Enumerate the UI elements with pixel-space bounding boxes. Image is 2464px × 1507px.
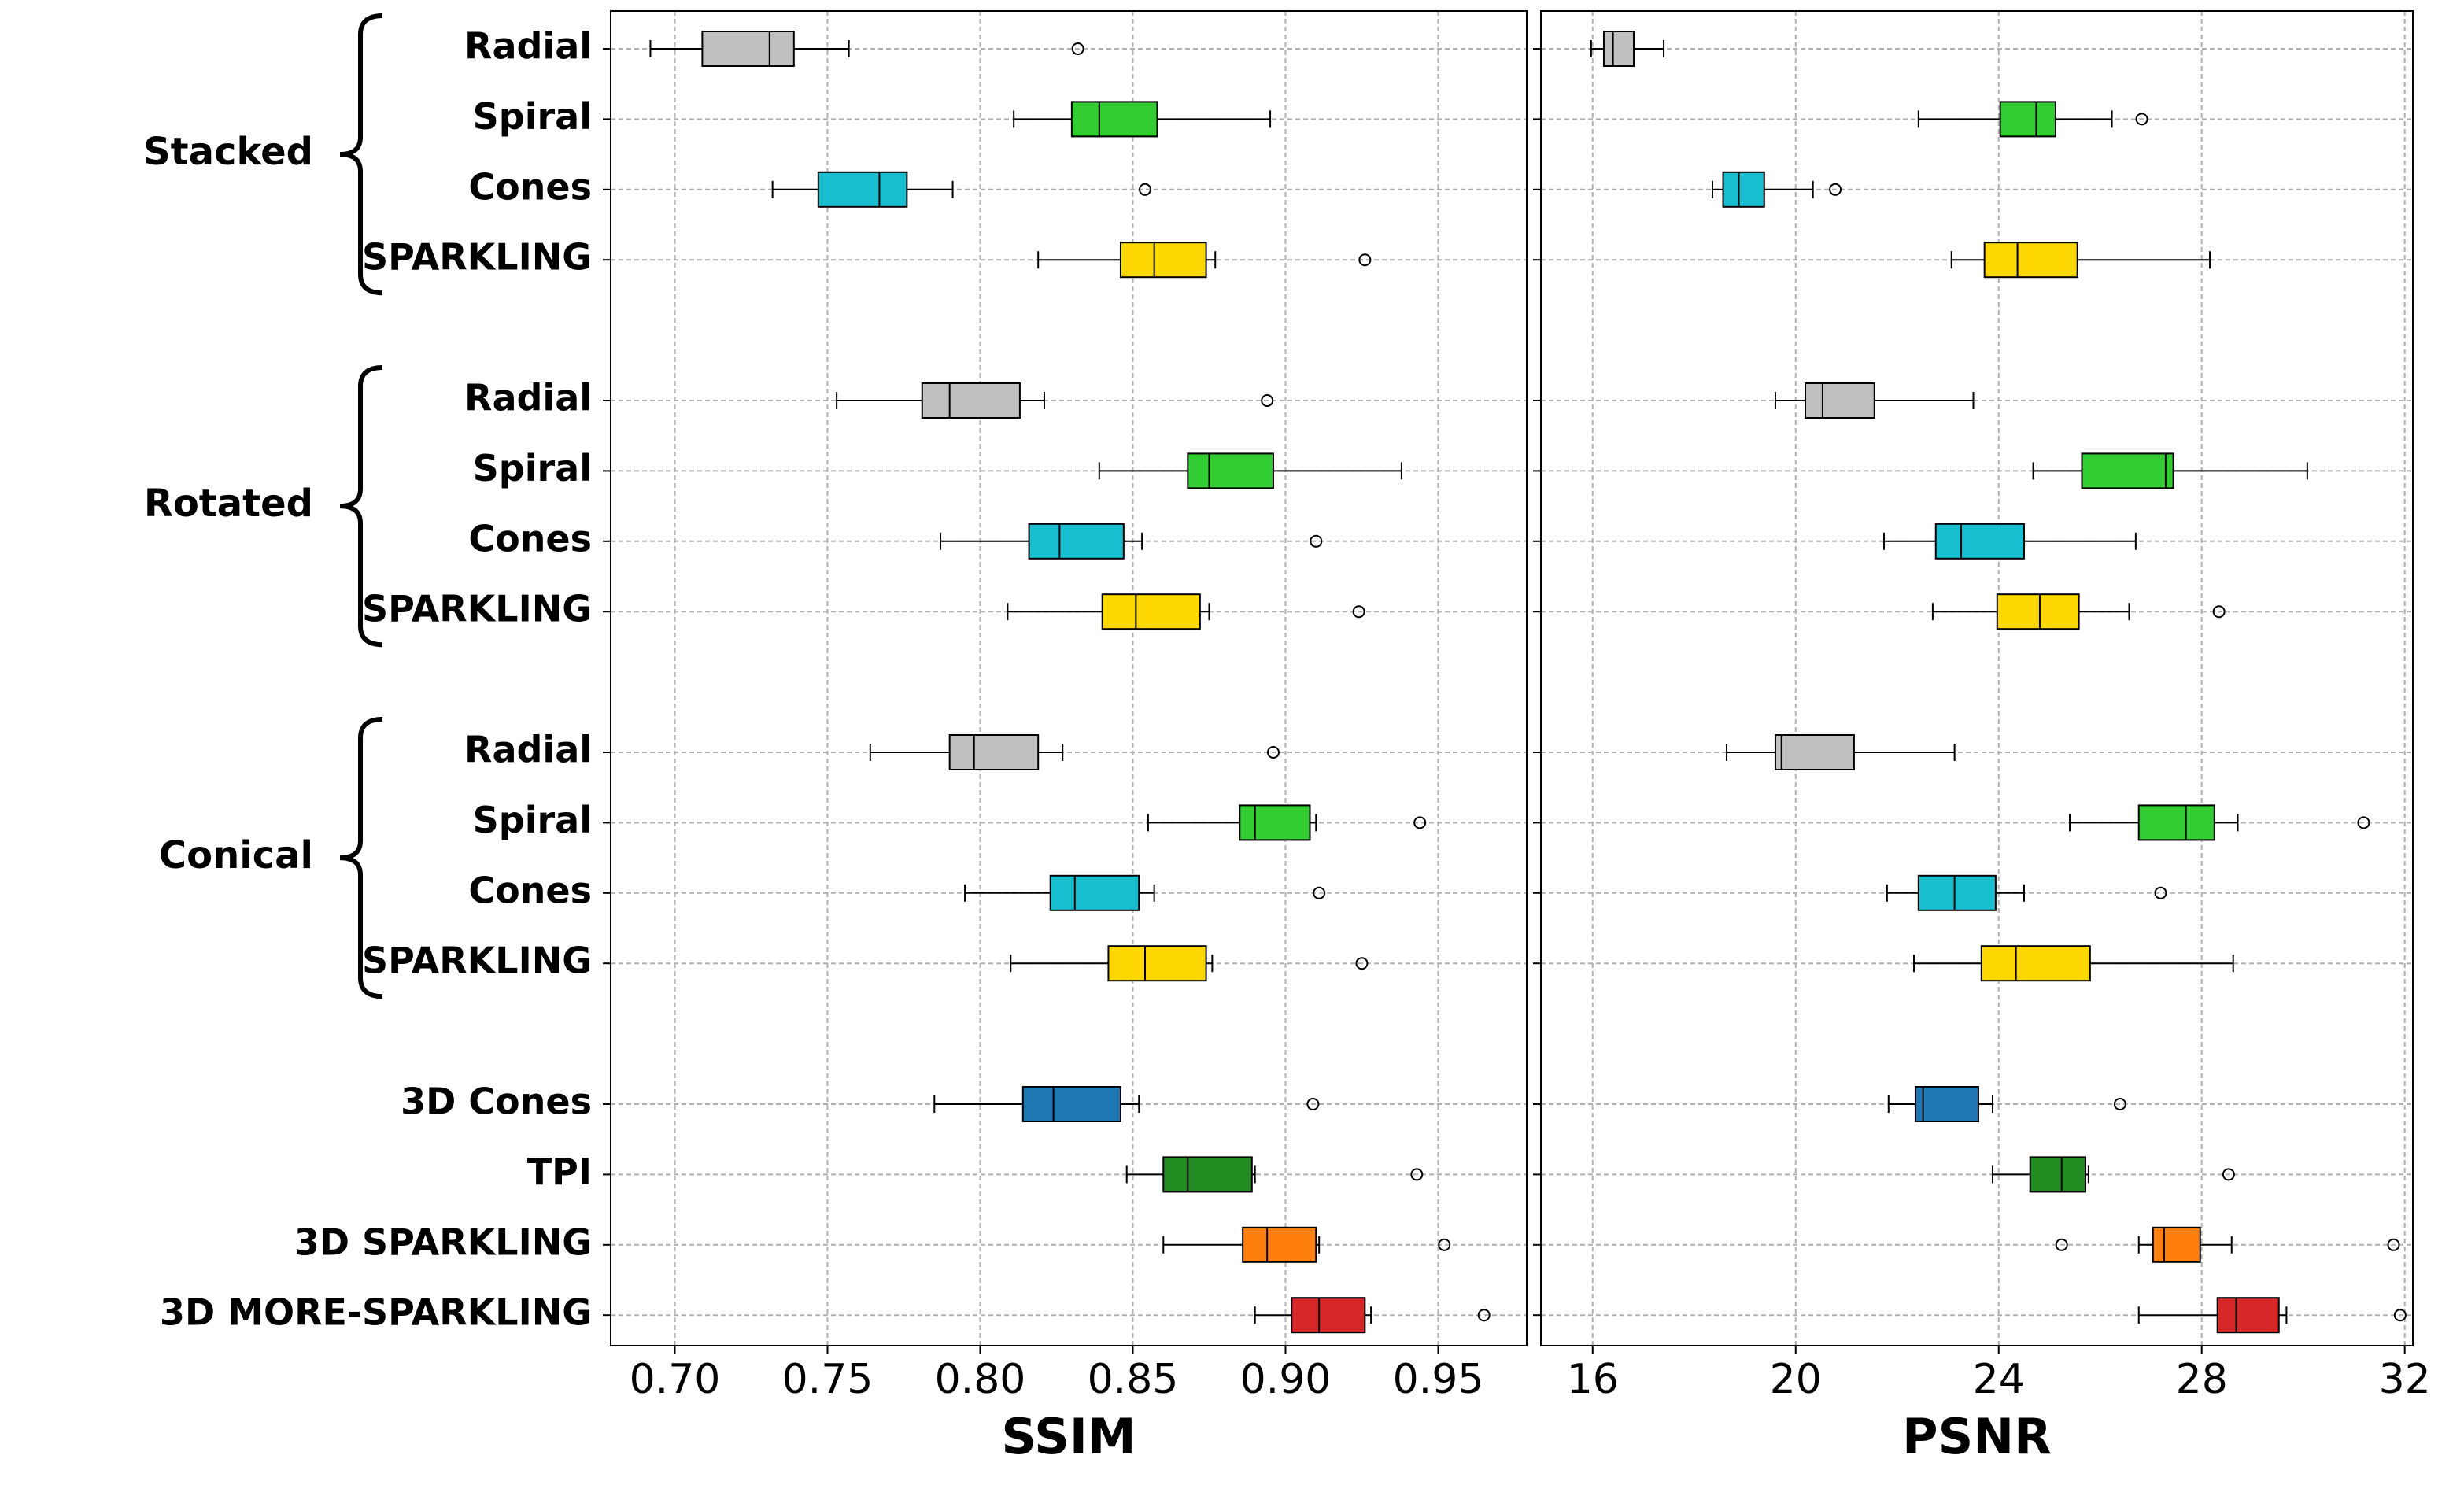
outlier (2154, 886, 2167, 899)
group-label: Conical (159, 833, 313, 877)
box (2152, 1226, 2201, 1263)
category-label: TPI (527, 1151, 592, 1193)
box (2216, 1297, 2280, 1334)
x-tick-label: 28 (2176, 1356, 2228, 1403)
category-label: SPARKLING (362, 588, 592, 630)
category-label: 3D SPARKLING (294, 1221, 592, 1263)
outlier (2135, 113, 2148, 126)
outlier (1410, 1168, 1424, 1181)
box (1774, 734, 1855, 770)
box (1917, 874, 1997, 911)
x-tick-label: 24 (1973, 1356, 2025, 1403)
group-label: Stacked (143, 130, 313, 174)
category-label: SPARKLING (362, 236, 592, 279)
plot-frame (610, 10, 1528, 1346)
x-tick-label: 16 (1567, 1356, 1619, 1403)
outlier (2212, 605, 2226, 619)
category-label: Radial (464, 25, 592, 68)
box (1101, 593, 1201, 630)
x-tick-label: 0.75 (782, 1356, 874, 1403)
plot-frame (1540, 10, 2414, 1346)
outlier (1266, 746, 1280, 759)
category-label: Radial (464, 729, 592, 771)
category-label: Spiral (473, 447, 592, 489)
category-label: Cones (468, 165, 592, 208)
x-tick-label: 0.90 (1240, 1356, 1332, 1403)
box (1187, 452, 1274, 489)
outlier (1358, 253, 1372, 267)
category-label: Spiral (473, 95, 592, 138)
box (1914, 1086, 1979, 1122)
outlier (1413, 816, 1427, 829)
category-label: Radial (464, 377, 592, 419)
box (1107, 945, 1207, 982)
x-axis-label: SSIM (1001, 1408, 1136, 1465)
category-label: SPARKLING (362, 940, 592, 982)
category-label: 3D Cones (401, 1080, 592, 1123)
group-brace (339, 13, 383, 296)
box (921, 382, 1021, 419)
box (948, 734, 1040, 770)
box (2137, 804, 2215, 841)
category-label: Cones (468, 517, 592, 560)
group-brace (339, 717, 383, 999)
outlier (1261, 394, 1274, 407)
box (1291, 1297, 1366, 1334)
outlier (1829, 183, 1842, 196)
outlier (1355, 957, 1369, 970)
box (1980, 945, 2091, 982)
outlier (2393, 1309, 2407, 1322)
outlier (2387, 1238, 2400, 1251)
category-label: 3D MORE-SPARKLING (160, 1291, 592, 1334)
box (1119, 242, 1207, 279)
x-tick-label: 0.95 (1393, 1356, 1484, 1403)
category-label: Spiral (473, 799, 592, 841)
box (1934, 523, 2025, 560)
box (1996, 593, 2080, 630)
category-label: Cones (468, 869, 592, 911)
x-tick-label: 0.70 (630, 1356, 721, 1403)
x-tick-label: 32 (2379, 1356, 2431, 1403)
box (2081, 452, 2174, 489)
box (1983, 242, 2078, 279)
outlier (1438, 1238, 1451, 1251)
group-label: Rotated (144, 482, 313, 526)
outlier (1352, 605, 1365, 619)
box (1070, 101, 1158, 138)
box (1999, 101, 2056, 138)
box (1602, 31, 1635, 67)
x-tick-label: 20 (1770, 1356, 1822, 1403)
outlier (1139, 183, 1151, 196)
outlier (2357, 816, 2370, 829)
box (701, 31, 795, 67)
box (817, 171, 908, 208)
outlier (1306, 1098, 1320, 1110)
box (1242, 1226, 1317, 1263)
outlier (2113, 1098, 2126, 1110)
box (1049, 874, 1140, 911)
box (1239, 804, 1311, 841)
x-axis-label: PSNR (1902, 1408, 2052, 1465)
x-tick-label: 0.85 (1088, 1356, 1179, 1403)
x-tick-label: 0.80 (935, 1356, 1026, 1403)
box (1162, 1156, 1253, 1193)
group-brace (339, 365, 383, 648)
outlier (2055, 1238, 2068, 1251)
outlier (1313, 886, 1326, 899)
box (1028, 523, 1125, 560)
box (2029, 1156, 2087, 1193)
box (1722, 171, 1765, 208)
outlier (2222, 1168, 2235, 1181)
box (1021, 1086, 1121, 1122)
outlier (1071, 42, 1084, 55)
outlier (1477, 1309, 1491, 1322)
outlier (1310, 534, 1323, 548)
box (1805, 382, 1875, 419)
